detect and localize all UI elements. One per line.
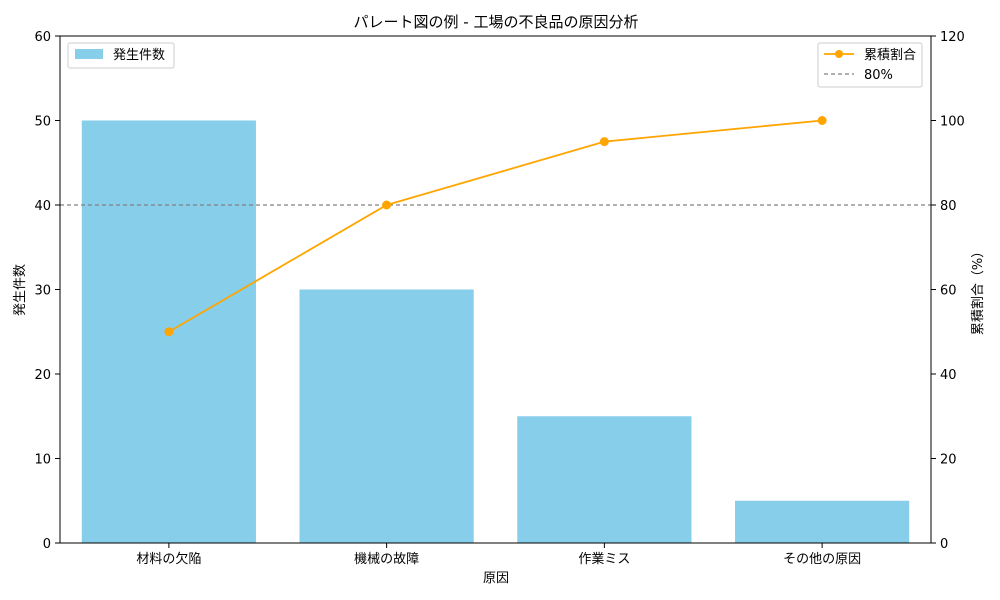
- x-tick-label-3: その他の原因: [783, 552, 861, 567]
- y2-tick-label-5: 100: [940, 115, 965, 130]
- y2-tick-label-4: 80: [940, 199, 957, 214]
- y-tick-label-1: 10: [34, 453, 51, 468]
- y-tick-label-6: 60: [34, 30, 51, 45]
- cumulative-point-2: [599, 137, 609, 147]
- chart-title: パレート図の例 - 工場の不良品の原因分析: [354, 13, 639, 31]
- x-tick-label-2: 作業ミス: [578, 551, 630, 567]
- cumulative-line: [168, 119, 823, 333]
- x-tick-label-1: 機械の故障: [354, 552, 419, 567]
- bar-2: [517, 416, 692, 543]
- y2-tick-label-3: 60: [940, 284, 957, 299]
- y-axis-title: 発生件数: [13, 264, 28, 316]
- legend-bar-label: 発生件数: [113, 48, 165, 63]
- legend-lines: 累積割合 80%: [817, 42, 923, 88]
- y2-tick-label-6: 120: [940, 30, 965, 45]
- cumulative-point-0: [164, 327, 174, 337]
- legend-bars: 発生件数: [67, 42, 175, 69]
- y-tick-label-4: 40: [34, 199, 51, 214]
- plot-area: 0 10 20 30 40 50 60 0 20 40 60 80 100 120 材料の欠陥 機械の故障 作業…: [34, 30, 964, 567]
- legend-line-marker: [835, 50, 843, 58]
- y-tick-label-5: 50: [34, 115, 51, 130]
- y-tick-label-3: 30: [34, 284, 51, 299]
- legend-ref-label: 80%: [864, 68, 893, 83]
- y2-tick-label-0: 0: [940, 537, 948, 552]
- legend-bar-swatch: [75, 49, 103, 59]
- legend-line-label: 累積割合: [864, 47, 916, 63]
- y2-axis-title: 累積割合（%）: [970, 245, 986, 335]
- cumulative-point-1: [382, 200, 392, 210]
- x-axis-title: 原因: [483, 571, 509, 586]
- bar-1: [299, 289, 474, 543]
- x-tick-label-0: 材料の欠陥: [136, 551, 201, 567]
- y-tick-label-2: 20: [34, 368, 51, 383]
- y-tick-label-0: 0: [43, 537, 51, 552]
- bar-3: [735, 500, 910, 543]
- cumulative-point-3: [817, 116, 827, 125]
- y2-tick-label-2: 40: [940, 368, 957, 383]
- y2-tick-label-1: 20: [940, 453, 957, 468]
